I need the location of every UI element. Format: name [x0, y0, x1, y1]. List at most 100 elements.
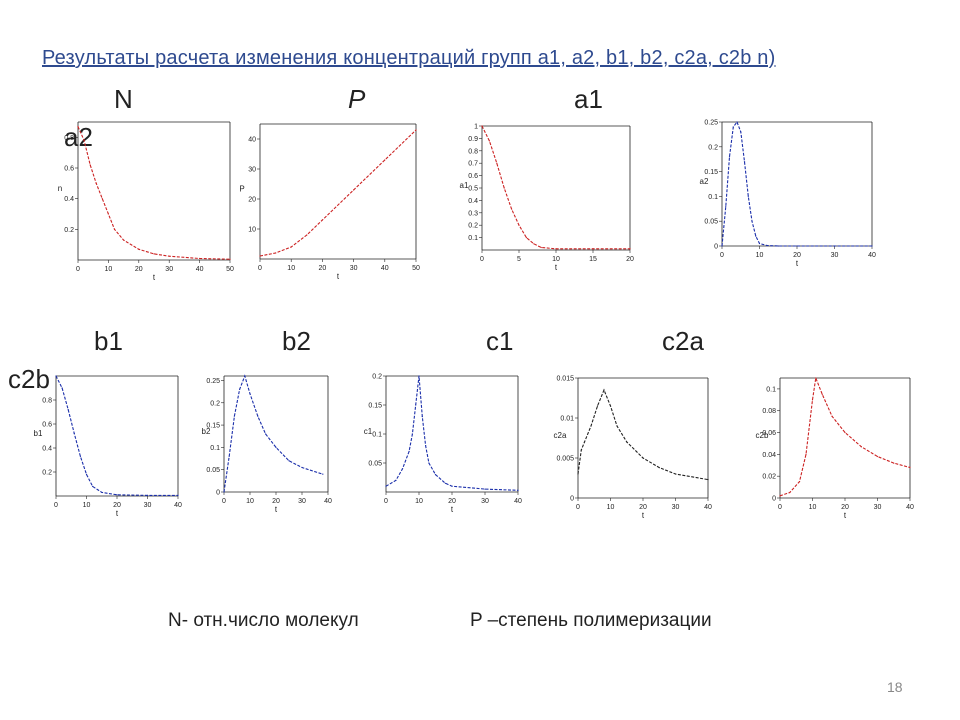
- x-tick-label: 30: [165, 266, 173, 273]
- data-point: [244, 375, 246, 377]
- y-tick-label: 0.05: [368, 461, 382, 468]
- data-point: [322, 473, 324, 475]
- data-point: [555, 248, 557, 250]
- data-point: [301, 466, 303, 469]
- data-point: [168, 255, 170, 257]
- x-tick-label: 40: [381, 265, 389, 272]
- data-point: [444, 482, 446, 484]
- data-point: [199, 257, 201, 260]
- y-axis-label: a2: [700, 177, 709, 186]
- series-line: [77, 126, 231, 260]
- data-point: [596, 405, 599, 407]
- series-line: [259, 129, 417, 257]
- x-tick-label: 10: [756, 252, 764, 259]
- y-tick-label: 0.8: [468, 148, 478, 155]
- data-point: [590, 425, 592, 427]
- data-point: [306, 234, 308, 236]
- data-point: [577, 473, 579, 475]
- data-point: [616, 425, 618, 427]
- y-tick-label: 0.4: [64, 196, 74, 203]
- slide-title: Результаты расчета изменения концентраци…: [42, 47, 776, 69]
- data-point: [77, 126, 79, 128]
- label-c2b: c2b: [8, 364, 50, 394]
- data-point: [229, 258, 231, 260]
- x-tick-label: 10: [809, 504, 817, 511]
- data-point: [725, 205, 727, 207]
- data-point: [421, 416, 423, 418]
- data-point: [290, 246, 292, 248]
- plot-c2b: 0 10 20 30 40 0 0.02 0.04 0.06 0.08 0.1 t c2b: [756, 375, 914, 520]
- x-axis-label: t: [555, 263, 558, 272]
- x-axis-label: t: [116, 509, 119, 518]
- data-point: [518, 224, 520, 226]
- plot-c2a: 0 10 20 30 40 0 0.005 0.01 0.015 t c2a: [554, 376, 712, 521]
- plot-a1: 0 5 10 15 20 0.1 0.2 0.3 0.4 0.5 0.6 0.7 0.8 0.9 1 t a1: [460, 124, 634, 273]
- data-point: [395, 479, 397, 481]
- y-tick-label: 0.2: [64, 227, 74, 234]
- data-point: [249, 393, 251, 395]
- y-tick-label: 0: [714, 244, 718, 251]
- data-point: [415, 404, 417, 406]
- data-point: [798, 481, 801, 483]
- data-point: [831, 415, 833, 417]
- x-tick-label: 20: [626, 256, 634, 263]
- label-b2: b2: [282, 326, 311, 356]
- y-axis-label: n: [58, 184, 62, 193]
- x-tick-label: 0: [222, 498, 226, 505]
- x-tick-label: 20: [319, 265, 327, 272]
- x-tick-label: 10: [287, 265, 295, 272]
- data-point: [425, 445, 427, 447]
- x-tick-label: 20: [272, 498, 280, 505]
- x-tick-label: 30: [350, 265, 358, 272]
- data-point: [411, 433, 413, 435]
- data-point: [811, 399, 814, 401]
- y-tick-label: 10: [248, 227, 256, 234]
- x-tick-label: 30: [672, 504, 680, 511]
- data-point: [113, 228, 116, 230]
- y-tick-label: 0.015: [556, 376, 574, 383]
- data-point: [629, 248, 631, 250]
- plot-n: 0 10 20 30 40 50 0.2 0.4 0.6 0.8 t n: [58, 121, 234, 282]
- data-point: [789, 491, 791, 494]
- plot-b2: 0 10 20 30 40 0 0.05 0.1 0.15 0.2 0.25 t b2: [202, 374, 332, 514]
- data-point: [177, 494, 179, 496]
- y-tick-label: 0.9: [468, 136, 478, 143]
- y-tick-label: 0.06: [762, 430, 776, 437]
- series-line: [721, 120, 872, 247]
- data-point: [815, 377, 817, 379]
- y-tick-label: 0.1: [468, 235, 478, 242]
- y-tick-label: 0: [570, 496, 574, 503]
- x-tick-label: 20: [793, 252, 801, 259]
- series-line: [481, 125, 630, 250]
- data-point: [893, 462, 895, 464]
- data-point: [288, 460, 290, 462]
- series-line: [385, 375, 519, 491]
- x-axis-label: t: [451, 505, 454, 514]
- x-tick-label: 10: [552, 256, 560, 263]
- data-point: [101, 491, 103, 493]
- data-point: [609, 405, 612, 407]
- x-tick-label: 30: [831, 252, 839, 259]
- x-tick-label: 40: [704, 504, 712, 511]
- y-tick-label: 0.15: [206, 423, 220, 430]
- x-tick-label: 40: [514, 498, 522, 505]
- data-point: [223, 491, 225, 493]
- data-point: [758, 242, 761, 245]
- data-point: [321, 219, 323, 221]
- x-tick-label: 0: [384, 498, 388, 505]
- data-point: [736, 121, 738, 123]
- y-tick-label: 0.8: [42, 398, 52, 405]
- data-point: [418, 375, 420, 377]
- data-point: [434, 474, 437, 476]
- x-tick-label: 0: [54, 502, 58, 509]
- y-axis-label: b1: [34, 429, 43, 438]
- data-point: [743, 161, 746, 163]
- x-axis-label: t: [337, 272, 340, 281]
- data-point: [138, 248, 140, 250]
- data-point: [61, 387, 63, 389]
- x-tick-label: 30: [874, 504, 882, 511]
- x-tick-label: 30: [481, 498, 489, 505]
- x-tick-label: 15: [589, 256, 597, 263]
- plot-c1: 0 10 20 30 40 0.05 0.1 0.15 0.2 t c1: [364, 374, 522, 515]
- data-point: [860, 446, 862, 448]
